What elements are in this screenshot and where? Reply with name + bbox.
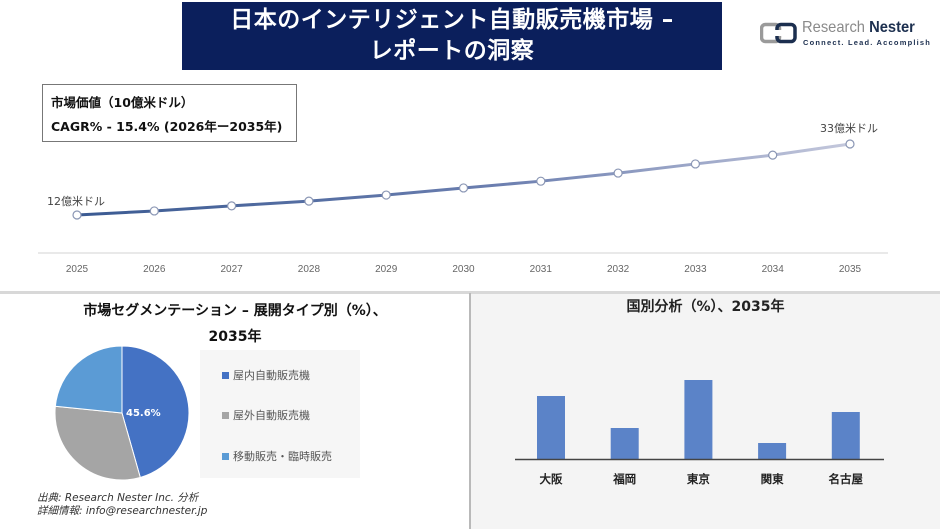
bar-category-label: 関東 <box>761 472 784 486</box>
legend-swatch-icon <box>222 411 229 419</box>
regional-chart-title: 国別分析（%）、2035年 <box>626 299 785 315</box>
research-nester-logo-icon <box>760 22 797 44</box>
legend-item: 移動販売・臨時販売 <box>222 448 332 464</box>
x-tick-label: 2034 <box>762 264 785 275</box>
report-title-banner: 日本のインテリジェント自動販売機市場 – レポートの洞察 <box>182 2 722 70</box>
pie-slice-mobile <box>54 345 123 414</box>
segmentation-title-line1: 市場セグメンテーション – 展開タイプ別（%）、 <box>83 303 387 319</box>
bar <box>537 396 565 459</box>
report-title-line2: レポートの洞察 <box>369 38 535 64</box>
x-tick-label: 2035 <box>839 264 862 275</box>
x-tick-label: 2031 <box>530 264 553 275</box>
bar-category-label: 名古屋 <box>829 472 864 486</box>
x-tick-label: 2029 <box>375 264 398 275</box>
section-divider-horizontal <box>0 291 940 294</box>
data-point-marker <box>768 150 778 160</box>
legend-label: 移動販売・臨時販売 <box>233 450 332 463</box>
legend-swatch-icon <box>222 371 229 379</box>
data-point-marker <box>458 183 469 193</box>
market-value-line <box>76 142 851 217</box>
value-annotation: 33億米ドル <box>820 122 878 135</box>
source-line: 出典: Research Nester Inc. 分析 <box>37 492 199 504</box>
value-annotation: 12億米ドル <box>47 195 105 208</box>
pie-slice-indoor <box>121 345 190 479</box>
data-point-marker <box>381 190 391 200</box>
legend-label: 屋外自動販売機 <box>233 409 310 422</box>
report-title-line1: 日本のインテリジェント自動販売機市場 – <box>230 7 674 33</box>
market-value-label: 市場価値（10億米ドル） <box>51 95 194 110</box>
x-tick-label: 2027 <box>220 264 243 275</box>
market-value-line-chart: 2025 2026 2027 2028 2029 2030 2031 2032 2033 2034… <box>38 122 888 275</box>
data-point-marker <box>149 206 159 216</box>
logo-tagline: Connect. Lead. Accomplish <box>803 38 932 47</box>
source-note: 出典: Research Nester Inc. 分析 詳細情報: info@r… <box>37 492 207 518</box>
pie-legend: 屋内自動販売機 屋外自動販売機移動販売・臨時販売 <box>200 350 360 478</box>
bar <box>610 428 639 459</box>
x-tick-label: 2030 <box>452 264 475 275</box>
x-tick-label: 2033 <box>684 264 707 275</box>
data-point-marker <box>536 176 546 186</box>
x-tick-label: 2025 <box>66 264 89 275</box>
data-point-marker <box>845 139 855 149</box>
legend-item: 屋外自動販売機 <box>222 407 310 423</box>
contact-line: 詳細情報: info@researchnester.jp <box>37 505 208 517</box>
segmentation-chart-title: 市場セグメンテーション – 展開タイプ別（%）、 2035年 <box>40 298 430 350</box>
bar-category-label: 福岡 <box>612 472 636 486</box>
logo-wordmark: Research Nester <box>802 19 915 36</box>
bar <box>684 380 713 459</box>
pie-data-label: 45.6% <box>126 408 161 419</box>
cagr-label: CAGR% - 15.4% (2026年ー2035年) <box>51 119 283 134</box>
segmentation-title-line2: 2035年 <box>208 329 262 345</box>
market-info-box: 市場価値（10億米ドル） CAGR% - 15.4% (2026年ー2035年) <box>42 84 297 142</box>
legend-label: 屋内自動販売機 <box>233 369 310 382</box>
data-point-marker <box>72 210 82 220</box>
bar <box>758 443 787 459</box>
x-tick-label: 2032 <box>607 264 630 275</box>
bar <box>831 412 860 459</box>
regional-bar-chart: 大阪 福岡 東京 関東 名古屋 <box>515 380 884 486</box>
legend-swatch-icon <box>222 452 229 460</box>
bar-category-label: 東京 <box>687 472 710 486</box>
data-point-marker <box>227 201 237 211</box>
section-divider-vertical <box>469 293 471 529</box>
deployment-type-pie-chart: 45.6% <box>54 345 190 481</box>
pie-slice-outdoor <box>54 405 141 481</box>
research-nester-logo: Research Nester Connect. Lead. Accomplis… <box>758 18 938 50</box>
data-point-marker <box>613 168 623 178</box>
x-tick-label: 2026 <box>143 264 166 275</box>
legend-item: 屋内自動販売機 <box>222 367 310 383</box>
data-point-marker <box>690 159 701 169</box>
data-point-marker <box>304 196 314 206</box>
x-tick-label: 2028 <box>298 264 321 275</box>
bar-category-label: 大阪 <box>540 472 563 486</box>
